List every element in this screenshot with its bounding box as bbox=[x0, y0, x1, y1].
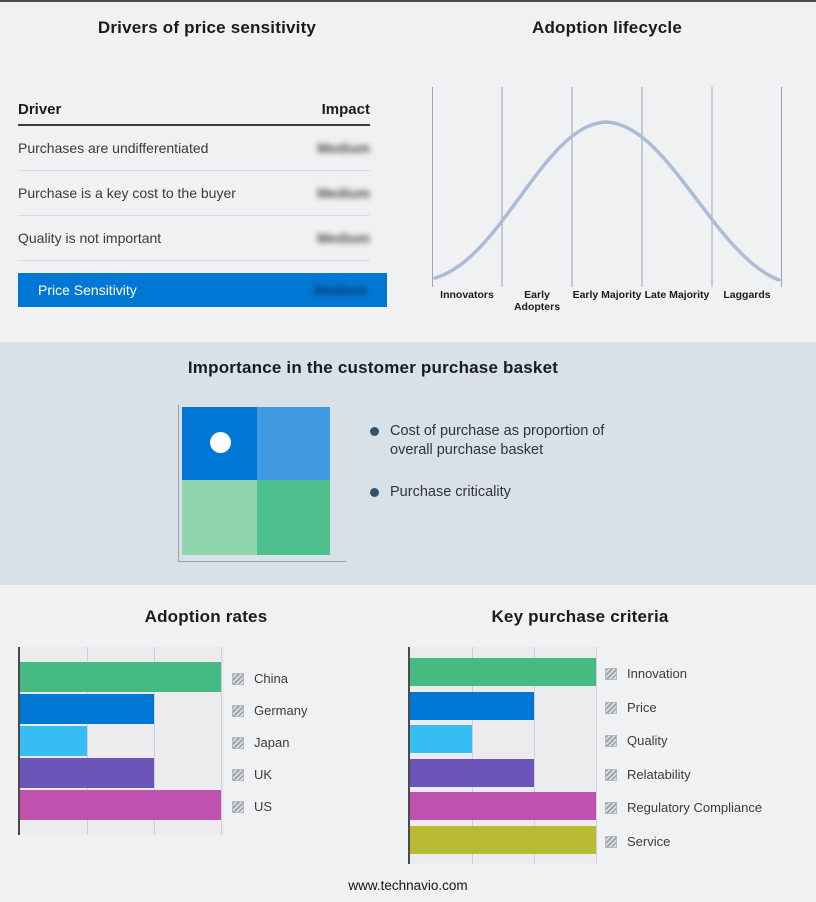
legend-item: China bbox=[232, 671, 288, 686]
legend-label: Japan bbox=[254, 735, 290, 750]
bar-quality bbox=[410, 725, 472, 753]
legend-item: Price bbox=[605, 700, 657, 715]
legend-item: Service bbox=[605, 834, 670, 849]
bar-relatability bbox=[410, 759, 534, 787]
bar-japan bbox=[20, 726, 87, 756]
bar-uk bbox=[20, 758, 154, 788]
bullet-item: Cost of purchase as proportion of overal… bbox=[370, 422, 635, 460]
legend-label: Germany bbox=[254, 703, 308, 718]
hatch-swatch-icon bbox=[605, 801, 617, 814]
legend-label: Price bbox=[627, 700, 657, 715]
hatch-swatch-icon bbox=[605, 667, 617, 680]
quadrant-bottom-left bbox=[182, 480, 257, 555]
bell-curve bbox=[433, 120, 781, 282]
legend-label: China bbox=[254, 671, 288, 686]
summary-impact-redacted: Medium bbox=[314, 282, 367, 298]
stage-label: Early Majority bbox=[572, 289, 642, 301]
stage-gridlines bbox=[432, 87, 782, 287]
gridline bbox=[534, 647, 535, 864]
legend-label: UK bbox=[254, 767, 273, 782]
bullet-text: Cost of purchase as proportion of overal… bbox=[390, 423, 605, 458]
gridline bbox=[472, 647, 473, 864]
column-header-impact: Impact bbox=[321, 101, 370, 118]
impact-value-redacted: Medium bbox=[317, 185, 370, 201]
bar-regulatory-compliance bbox=[410, 792, 596, 820]
hatch-swatch-icon bbox=[232, 768, 244, 781]
impact-value-redacted: Medium bbox=[317, 230, 370, 246]
legend-item: Relatability bbox=[605, 767, 691, 782]
legend-item: UK bbox=[232, 767, 272, 782]
stage-label: Early Adopters bbox=[513, 289, 561, 313]
price-sensitivity-summary-row: Price Sensitivity Medium bbox=[18, 273, 387, 307]
hatch-swatch-icon bbox=[605, 768, 617, 781]
key-purchase-criteria-chart bbox=[408, 647, 597, 864]
hatch-swatch-icon bbox=[232, 704, 244, 717]
legend-label: US bbox=[254, 799, 273, 814]
bullet-icon bbox=[370, 427, 379, 436]
hatch-swatch-icon bbox=[232, 800, 244, 813]
legend-item: Regulatory Compliance bbox=[605, 800, 762, 815]
drivers-table: Driver Impact Purchases are undifferenti… bbox=[18, 92, 370, 261]
adoption-rates-title: Adoption rates bbox=[144, 607, 268, 626]
summary-label: Price Sensitivity bbox=[38, 282, 137, 298]
bar-china bbox=[20, 662, 221, 692]
hatch-swatch-icon bbox=[605, 734, 617, 747]
hatch-swatch-icon bbox=[232, 736, 244, 749]
gridline bbox=[154, 647, 155, 835]
lifecycle-stage-labels: Innovators Early Adopters Early Majority… bbox=[432, 289, 782, 313]
legend-label: Innovation bbox=[627, 666, 687, 681]
bullet-text: Purchase criticality bbox=[390, 484, 511, 500]
driver-label: Purchases are undifferentiated bbox=[18, 140, 209, 156]
hatch-swatch-icon bbox=[232, 672, 244, 685]
quadrant-x-axis bbox=[178, 561, 346, 562]
legend-label: Service bbox=[627, 834, 671, 849]
legend-item: Germany bbox=[232, 703, 307, 718]
purchase-basket-band: Importance in the customer purchase bask… bbox=[0, 342, 816, 585]
legend-label: Regulatory Compliance bbox=[627, 800, 763, 815]
bar-innovation bbox=[410, 658, 596, 686]
drivers-table-header: Driver Impact bbox=[18, 92, 370, 126]
legend-item: Quality bbox=[605, 733, 667, 748]
quadrant-y-axis bbox=[178, 405, 179, 562]
adoption-lifecycle-chart bbox=[432, 87, 782, 287]
bar-germany bbox=[20, 694, 154, 724]
table-row: Quality is not important Medium bbox=[18, 216, 370, 261]
quadrant-bottom-right bbox=[257, 480, 330, 555]
hatch-swatch-icon bbox=[605, 835, 617, 848]
quadrant-top-right bbox=[257, 407, 330, 480]
legend-item: Japan bbox=[232, 735, 289, 750]
bar-price bbox=[410, 692, 534, 720]
footer-url: www.technavio.com bbox=[348, 878, 468, 893]
legend-label: Relatability bbox=[627, 767, 691, 782]
gridline bbox=[87, 647, 88, 835]
table-row: Purchases are undifferentiated Medium bbox=[18, 126, 370, 171]
legend-item: Innovation bbox=[605, 666, 687, 681]
adoption-rates-chart bbox=[18, 647, 224, 835]
gridline bbox=[596, 647, 597, 864]
purchase-basket-quadrant bbox=[182, 407, 330, 555]
key-purchase-criteria-title: Key purchase criteria bbox=[491, 607, 669, 626]
legend-item: US bbox=[232, 799, 272, 814]
quadrant-top-left bbox=[182, 407, 257, 480]
table-row: Purchase is a key cost to the buyer Medi… bbox=[18, 171, 370, 216]
bullet-item: Purchase criticality bbox=[370, 483, 635, 502]
stage-label: Late Majority bbox=[644, 289, 710, 301]
purchase-basket-title: Importance in the customer purchase bask… bbox=[187, 358, 559, 377]
column-header-driver: Driver bbox=[18, 101, 62, 118]
bar-service bbox=[410, 826, 596, 854]
bar-us bbox=[20, 790, 221, 820]
stage-label: Laggards bbox=[723, 289, 771, 301]
adoption-lifecycle-title: Adoption lifecycle bbox=[531, 18, 682, 37]
hatch-swatch-icon bbox=[605, 701, 617, 714]
bullet-icon bbox=[370, 488, 379, 497]
stage-label: Innovators bbox=[440, 289, 494, 301]
driver-label: Purchase is a key cost to the buyer bbox=[18, 185, 236, 201]
drivers-table-title: Drivers of price sensitivity bbox=[97, 18, 317, 37]
impact-value-redacted: Medium bbox=[317, 140, 370, 156]
driver-label: Quality is not important bbox=[18, 230, 162, 246]
position-dot-icon bbox=[210, 432, 231, 453]
gridline bbox=[221, 647, 222, 835]
legend-label: Quality bbox=[627, 733, 668, 748]
